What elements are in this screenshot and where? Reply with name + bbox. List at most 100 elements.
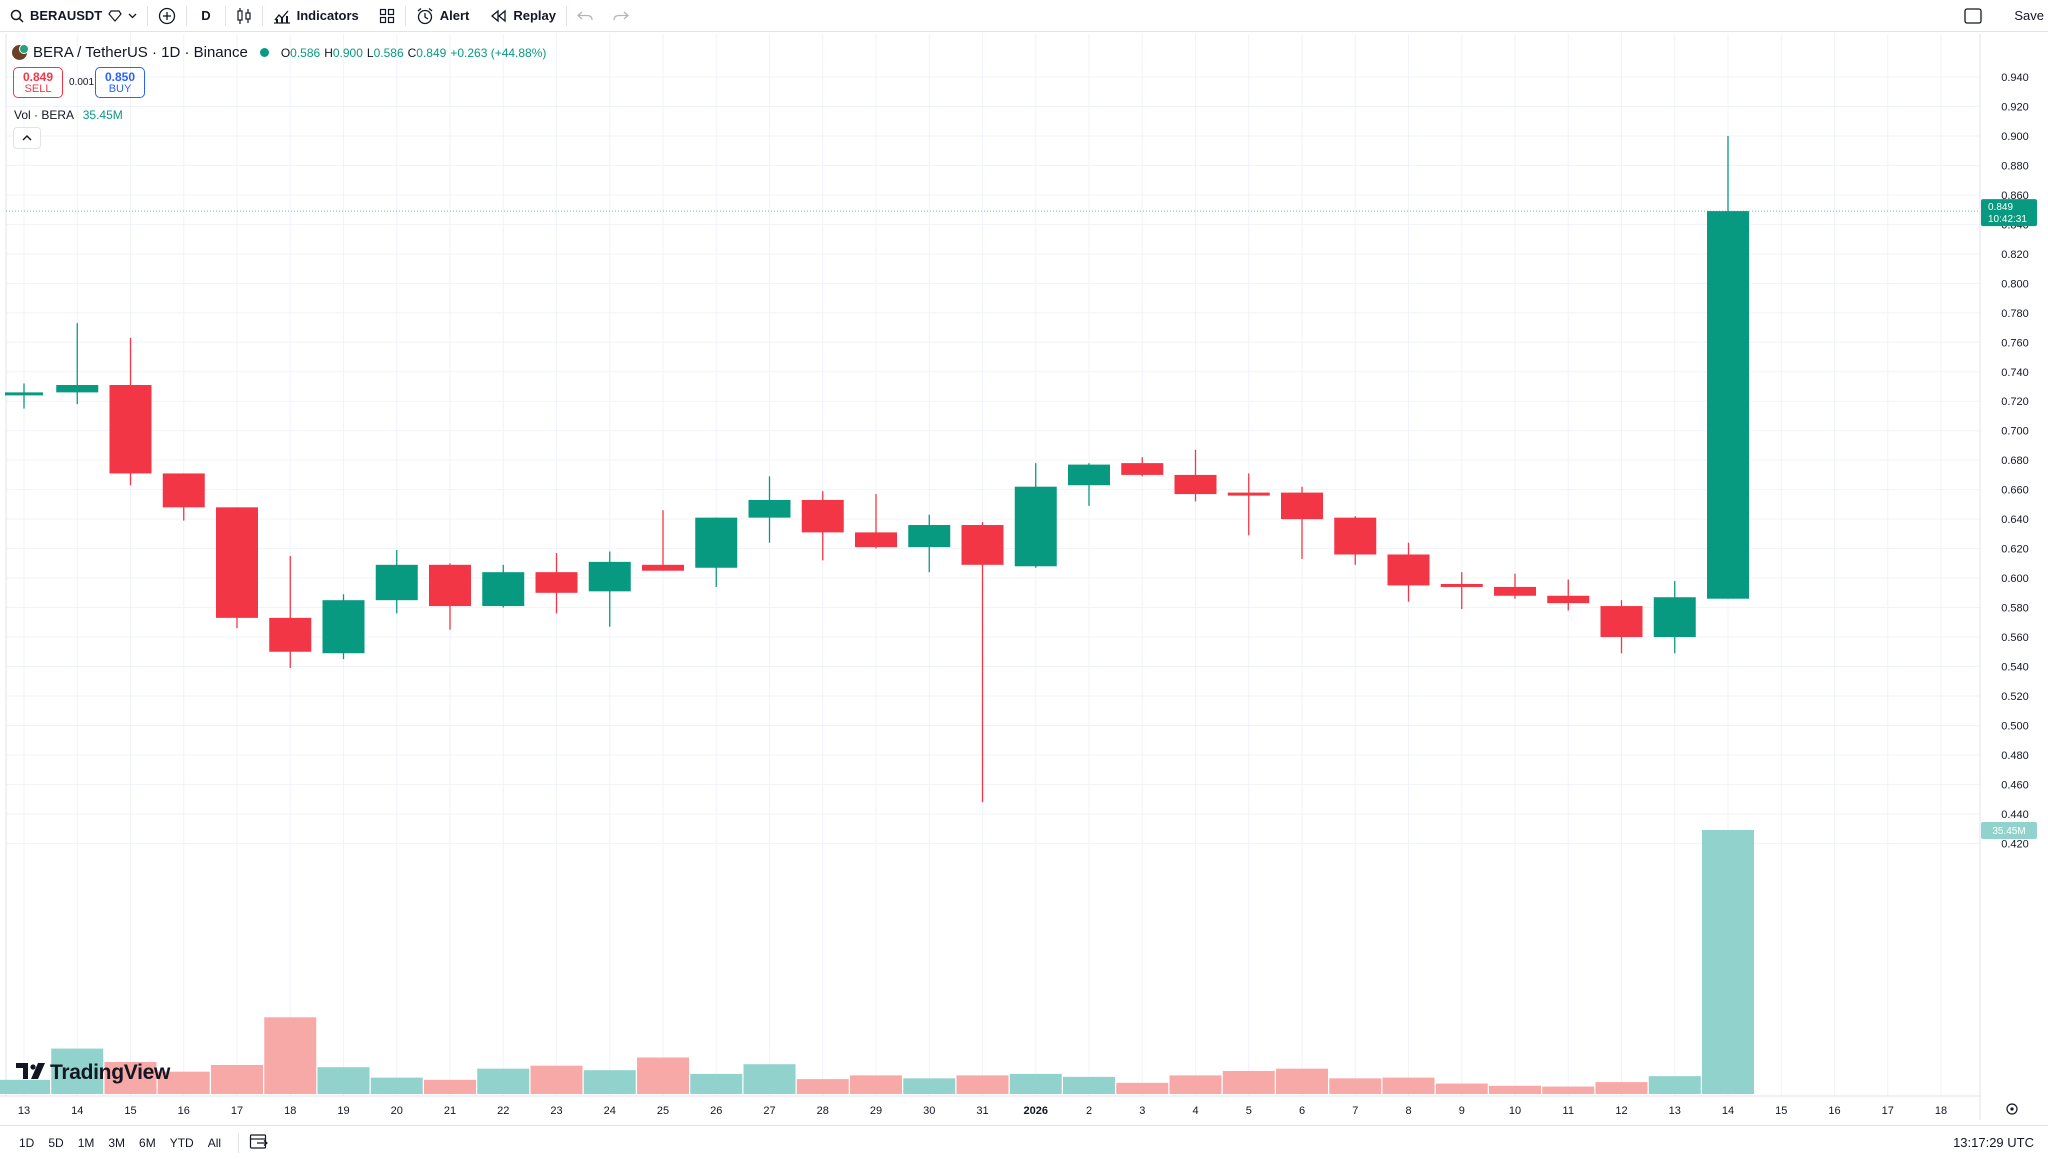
candle-body[interactable] [375,564,418,601]
tradingview-logo[interactable]: TradingView [16,1061,170,1085]
divider [404,5,406,26]
indicators-icon [273,8,291,24]
candle-body[interactable] [1707,211,1749,599]
pair-title[interactable]: BERA / TetherUS · 1D · Binance [33,44,248,61]
candle-body[interactable] [482,572,525,607]
save-button[interactable]: Save [2004,0,2048,32]
replay-label: Replay [513,8,557,23]
utc-clock[interactable]: 13:17:29 UTC [1953,1135,2034,1150]
price-tick-label: 0.880 [2001,160,2029,172]
price-tick-label: 0.520 [2001,691,2029,703]
go-to-date-icon[interactable] [249,1132,269,1153]
price-tick-label: 0.620 [2001,544,2029,556]
candle-body[interactable] [1121,463,1164,475]
candle-body[interactable] [642,564,684,571]
market-open-indicator [259,48,269,57]
volume-legend[interactable]: Vol · BERA 35.45M [14,108,123,122]
range-button-ytd[interactable]: YTD [169,1135,194,1150]
volume-bar [850,1075,902,1094]
sell-button[interactable]: 0.849 SELL [13,67,63,98]
price-tick-label: 0.660 [2001,485,2029,497]
candle-body[interactable] [1494,586,1536,596]
square-icon [1964,7,1983,24]
price-tick-label: 0.440 [2001,809,2029,821]
candle-body[interactable] [1600,606,1643,638]
chart-type-button[interactable] [226,0,262,32]
time-tick-label: 31 [976,1105,988,1117]
candle-body[interactable] [1387,554,1430,586]
collapse-legend-button[interactable] [13,127,41,149]
divider [224,5,226,26]
symbol-search[interactable]: BERAUSDT [0,0,147,32]
candle-body[interactable] [1653,597,1696,638]
tv-logo-icon [16,1062,46,1084]
candle-body[interactable] [269,617,312,652]
candle-body[interactable] [801,499,844,533]
candle-body[interactable] [1281,492,1323,520]
compare-button[interactable] [148,0,186,32]
candle-body[interactable] [429,564,471,607]
trade-buttons: 0.849 SELL 0.001 0.850 BUY [13,67,145,98]
time-tick-label: 12 [1615,1105,1627,1117]
price-tick-label: 0.760 [2001,337,2029,349]
time-tick-label: 15 [124,1105,136,1117]
time-tick-label: 9 [1459,1105,1465,1117]
diamond-icon[interactable] [108,9,122,22]
candle-body[interactable] [322,600,365,654]
high-label: H [324,45,333,60]
buy-button[interactable]: 0.850 BUY [95,67,145,98]
price-tick-label: 0.720 [2001,396,2029,408]
range-button-5d[interactable]: 5D [48,1135,64,1150]
range-button-1d[interactable]: 1D [19,1135,35,1150]
candle-body[interactable] [695,517,738,568]
volume-bar [1009,1073,1062,1094]
candle-body[interactable] [588,561,631,592]
volume-bar [104,1061,157,1094]
candle-body[interactable] [1547,595,1590,604]
undo-button[interactable] [567,0,603,32]
chart-area[interactable]: 0.420 0.440 0.460 0.480 0.500 0.520 0.540 0.560… [0,34,2048,1120]
divider [238,1132,240,1153]
candle-body[interactable] [56,385,99,393]
time-tick-label: 19 [337,1105,349,1117]
volume-bar [690,1073,743,1094]
candle-body[interactable] [162,473,205,508]
candle-body[interactable] [1014,486,1057,567]
price-chart[interactable]: 0.420 0.440 0.460 0.480 0.500 0.520 0.540 0.560… [0,34,2048,1120]
range-button-3m[interactable]: 3M [108,1135,126,1150]
indicators-button[interactable]: Indicators [263,0,369,32]
time-tick-label: 16 [1828,1105,1840,1117]
candle-body[interactable] [1334,517,1377,555]
candle-body[interactable] [216,507,258,618]
alert-button[interactable]: Alert [406,0,480,32]
candle-body[interactable] [1174,474,1217,495]
range-button-6m[interactable]: 6M [139,1135,156,1150]
redo-button[interactable] [603,0,639,32]
volume-bar [1382,1077,1435,1094]
candle-body[interactable] [1227,492,1270,496]
chevron-down-icon[interactable] [128,13,137,19]
volume-bar [743,1064,796,1094]
time-tick-label: 18 [1935,1105,1947,1117]
candle-body[interactable] [961,525,1004,565]
candle-body[interactable] [1440,583,1483,587]
interval-button[interactable]: D [187,0,224,32]
divider [261,5,263,26]
candle-body[interactable] [535,572,578,593]
buy-label: BUY [108,82,132,95]
candle-body[interactable] [1068,464,1110,486]
candle-body[interactable] [748,499,791,518]
candle-body[interactable] [5,392,43,396]
replay-button[interactable]: Replay [479,0,566,32]
range-button-1m[interactable]: 1M [77,1135,95,1150]
time-tick-label: 7 [1352,1105,1358,1117]
time-tick-label: 24 [604,1105,616,1117]
range-button-all[interactable]: All [207,1135,222,1150]
gear-icon[interactable] [2006,1103,2018,1115]
candle-body[interactable] [109,385,152,474]
candle-body[interactable] [855,532,897,548]
candle-body[interactable] [908,525,951,548]
templates-button[interactable] [369,0,405,32]
change-value: +0.263 (+44.88%) [450,45,547,60]
fullscreen-button[interactable] [1942,0,2004,32]
